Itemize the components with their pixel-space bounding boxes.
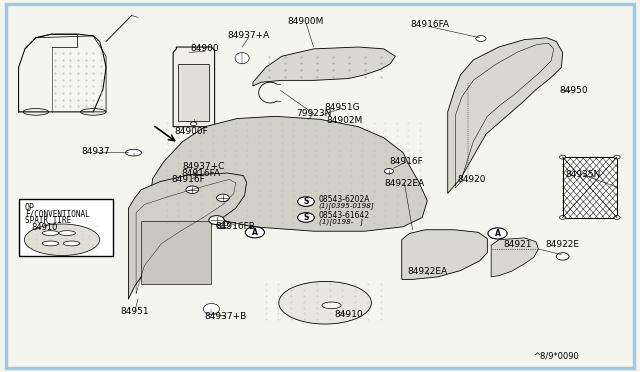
Polygon shape [129, 173, 246, 299]
Circle shape [488, 228, 507, 239]
Bar [19, 199, 113, 256]
Text: 84922EA: 84922EA [407, 267, 447, 276]
Text: ^8/9*0090: ^8/9*0090 [533, 351, 579, 360]
Circle shape [216, 194, 229, 202]
Text: 08543-61642: 08543-61642 [319, 211, 370, 220]
Text: 84937: 84937 [81, 147, 109, 156]
Text: SPAIR TIRE: SPAIR TIRE [25, 216, 71, 225]
Text: 08543-6202A: 08543-6202A [319, 195, 370, 204]
Text: 84910: 84910 [31, 223, 58, 232]
Circle shape [298, 213, 314, 222]
Circle shape [385, 169, 394, 174]
Ellipse shape [23, 109, 49, 115]
Circle shape [614, 216, 620, 219]
Text: S: S [303, 213, 308, 222]
Text: 79923N: 79923N [296, 109, 332, 118]
Ellipse shape [81, 109, 106, 115]
Circle shape [245, 227, 264, 238]
Circle shape [298, 197, 314, 206]
Ellipse shape [42, 241, 59, 246]
Circle shape [559, 216, 566, 219]
Circle shape [559, 155, 566, 159]
Text: 84935N: 84935N [565, 170, 601, 179]
Text: 84951G: 84951G [324, 103, 360, 112]
Bar [563, 157, 617, 218]
Ellipse shape [125, 149, 141, 156]
Circle shape [209, 216, 224, 225]
Text: 84937+B: 84937+B [204, 312, 246, 321]
Bar [141, 221, 211, 284]
Text: 84916F: 84916F [389, 157, 423, 166]
Text: 84916FA: 84916FA [182, 169, 221, 177]
Polygon shape [448, 38, 563, 193]
Text: (1)[0198-   ]: (1)[0198- ] [319, 218, 363, 225]
Text: 84921: 84921 [504, 240, 532, 249]
Polygon shape [173, 47, 214, 127]
Polygon shape [253, 47, 396, 86]
Ellipse shape [235, 52, 249, 64]
Polygon shape [491, 238, 538, 277]
Text: F/CONVENTIONAL: F/CONVENTIONAL [25, 209, 90, 218]
Circle shape [186, 186, 198, 193]
Text: 84900M: 84900M [288, 17, 324, 26]
Text: 84937+C: 84937+C [182, 162, 225, 171]
Text: 84922EA: 84922EA [384, 179, 424, 187]
Text: 84951: 84951 [120, 307, 149, 316]
Text: OP: OP [25, 203, 35, 212]
Circle shape [476, 36, 486, 41]
Text: 84910: 84910 [335, 311, 363, 320]
Text: A: A [495, 229, 500, 238]
Circle shape [216, 221, 229, 229]
Ellipse shape [42, 231, 59, 235]
Bar [178, 64, 209, 121]
Ellipse shape [322, 302, 341, 309]
Text: 84916FA: 84916FA [410, 20, 449, 29]
Text: 84950: 84950 [560, 86, 588, 95]
Polygon shape [151, 116, 428, 231]
Circle shape [190, 122, 196, 126]
Ellipse shape [279, 282, 371, 324]
Ellipse shape [24, 224, 100, 256]
Text: (1)[0395-0198]: (1)[0395-0198] [319, 202, 374, 209]
Ellipse shape [59, 231, 76, 235]
Text: 84916FB: 84916FB [216, 222, 255, 231]
Text: 84900F: 84900F [174, 127, 208, 136]
Text: 84922E: 84922E [546, 240, 580, 249]
Polygon shape [402, 230, 487, 279]
Circle shape [614, 155, 620, 159]
Text: A: A [252, 228, 258, 237]
Ellipse shape [204, 304, 220, 315]
Text: 84916F: 84916F [172, 175, 205, 184]
Circle shape [556, 253, 569, 260]
Text: S: S [303, 197, 308, 206]
Text: 84937+A: 84937+A [227, 31, 269, 41]
Text: 84902M: 84902M [326, 116, 362, 125]
Text: 84920: 84920 [458, 175, 486, 184]
Ellipse shape [63, 241, 80, 246]
Text: 84900: 84900 [191, 44, 220, 53]
